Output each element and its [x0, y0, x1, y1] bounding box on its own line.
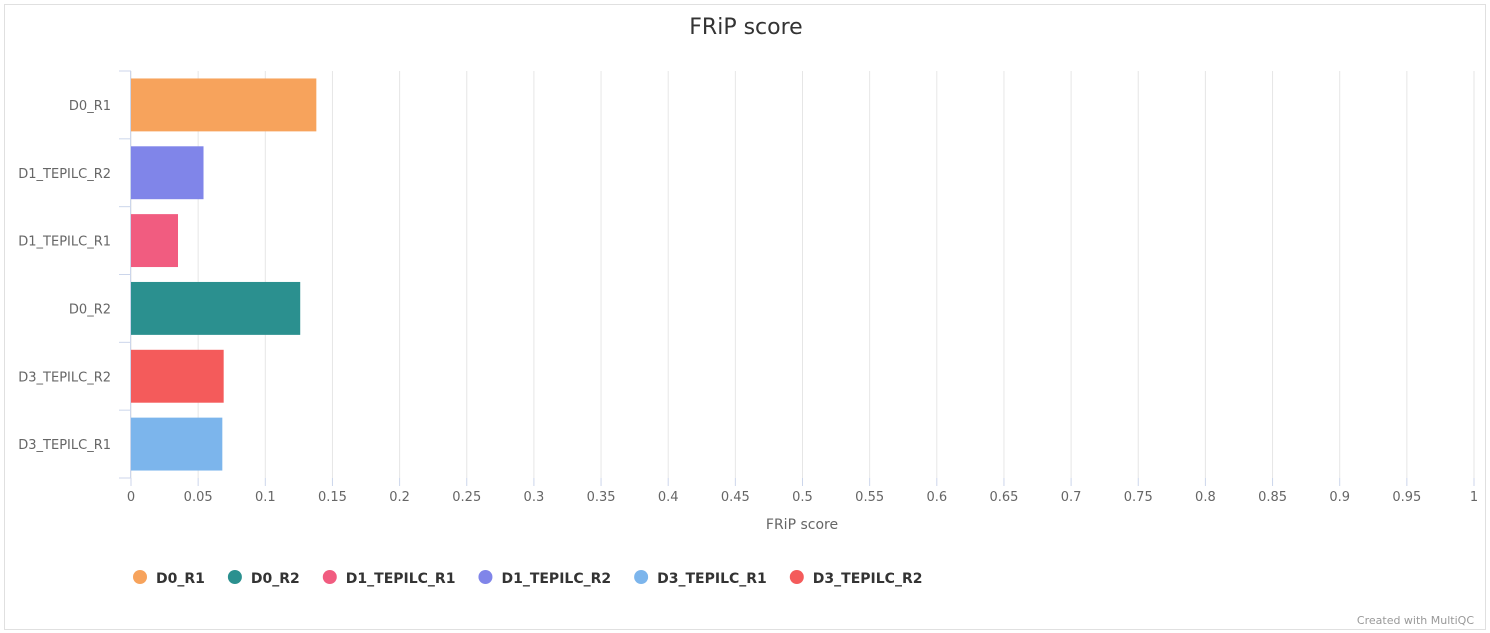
- legend-item-d0-r1[interactable]: D0_R1: [133, 570, 205, 587]
- legend-marker: [322, 570, 337, 584]
- x-tick-label: 0.5: [792, 490, 813, 505]
- x-tick-label: 1: [1470, 490, 1478, 505]
- chart-title: FRiP score: [689, 15, 802, 40]
- bar-d0-r1[interactable]: [131, 78, 317, 132]
- legend-marker: [634, 570, 649, 584]
- category-label: D3_TEPILC_R1: [18, 438, 111, 453]
- x-tick-label: 0.3: [524, 490, 545, 505]
- category-label: D0_R2: [69, 302, 111, 317]
- x-tick-label: 0.45: [721, 490, 750, 505]
- x-tick-label: 0.7: [1061, 490, 1082, 505]
- legend-item-d1-tepilc-r2[interactable]: D1_TEPILC_R2: [478, 570, 611, 587]
- x-tick-label: 0.35: [587, 490, 616, 505]
- legend-label: D3_TEPILC_R1: [657, 571, 767, 587]
- credit-link[interactable]: Created with MultiQC: [1357, 614, 1474, 627]
- bar-d0-r2[interactable]: [131, 281, 301, 335]
- legend-marker: [227, 570, 242, 584]
- x-tick-label: 0.75: [1124, 490, 1153, 505]
- axes: 0 0.05 0.1 0.15 0.2 0.25 0.3 0.35 0.4 0.45 0.5 0.55…: [18, 70, 1478, 505]
- category-label: D1_TEPILC_R1: [18, 235, 111, 250]
- legend-item-d3-tepilc-r1[interactable]: D3_TEPILC_R1: [634, 570, 767, 587]
- legend-label: D3_TEPILC_R2: [813, 571, 923, 587]
- legend-label: D1_TEPILC_R2: [501, 571, 611, 587]
- x-tick-label: 0.05: [184, 490, 213, 505]
- x-tick-label: 0.4: [658, 490, 679, 505]
- x-tick-label: 0.6: [926, 490, 947, 505]
- x-tick-label: 0.65: [989, 490, 1018, 505]
- grid-lines: [130, 71, 1475, 478]
- x-tick-label: 0.95: [1392, 490, 1421, 505]
- x-tick-label: 0.2: [389, 490, 410, 505]
- legend-marker: [133, 570, 147, 584]
- legend-label: D1_TEPILC_R1: [346, 571, 456, 587]
- legend-marker: [789, 570, 804, 584]
- category-label: D1_TEPILC_R2: [18, 167, 111, 182]
- x-axis-title: FRiP score: [766, 517, 838, 533]
- x-tick-label: 0.85: [1258, 490, 1287, 505]
- legend: D0_R1 D0_R2 D1_TEPILC_R1 D1_TEPILC_R2 D3_TEP…: [133, 570, 922, 587]
- legend-label: D0_R1: [156, 571, 205, 587]
- legend-item-d1-tepilc-r1[interactable]: D1_TEPILC_R1: [322, 570, 456, 587]
- category-label: D0_R1: [69, 99, 111, 114]
- bar-d3-tepilc-r1[interactable]: [131, 417, 223, 471]
- bar-d1-tepilc-r1[interactable]: [131, 214, 179, 268]
- legend-item-d3-tepilc-r2[interactable]: D3_TEPILC_R2: [789, 570, 923, 587]
- bar-d3-tepilc-r2[interactable]: [131, 349, 224, 403]
- bar-d1-tepilc-r2[interactable]: [131, 146, 204, 200]
- x-tick-label: 0.8: [1195, 490, 1216, 505]
- x-tick-label: 0: [127, 490, 135, 505]
- category-label: D3_TEPILC_R2: [18, 370, 111, 385]
- x-tick-label: 0.55: [855, 490, 884, 505]
- legend-label: D0_R2: [251, 571, 300, 587]
- legend-marker: [478, 570, 493, 584]
- x-tick-label: 0.9: [1329, 490, 1350, 505]
- legend-item-d0-r2[interactable]: D0_R2: [227, 570, 300, 587]
- x-tick-label: 0.25: [452, 490, 481, 505]
- x-tick-label: 0.15: [318, 490, 347, 505]
- bars: [131, 78, 317, 471]
- x-tick-label: 0.1: [255, 490, 276, 505]
